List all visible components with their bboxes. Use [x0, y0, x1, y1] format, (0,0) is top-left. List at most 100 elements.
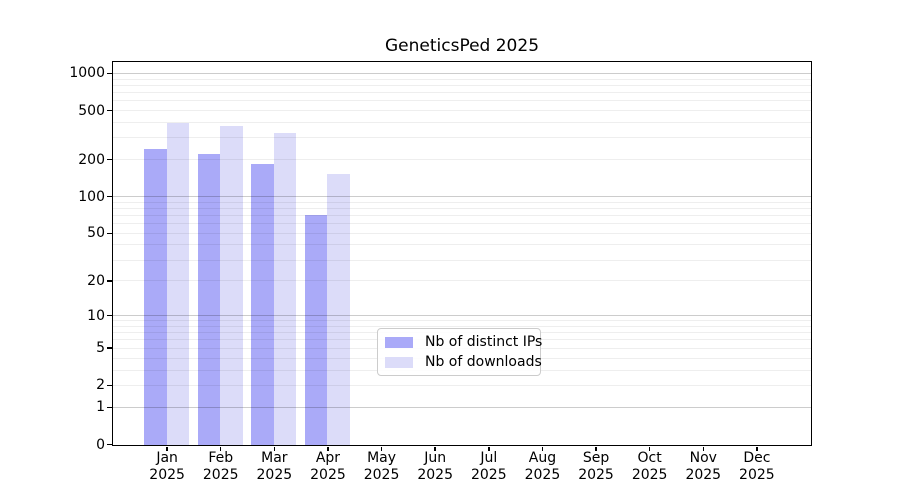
x-tick-label: Jul 2025 [449, 450, 529, 484]
y-tick-label: 100 [78, 188, 105, 205]
bar-distinct-ips [251, 163, 274, 445]
y-tick-label: 20 [87, 272, 105, 289]
y-tick-mark [107, 347, 112, 349]
legend-label-distinct-ips: Nb of distinct IPs [425, 334, 543, 350]
y-tick-label: 1 [96, 399, 105, 416]
y-gridline-minor [113, 137, 811, 139]
x-tick-month: Aug [528, 450, 557, 466]
x-tick-year: 2025 [739, 467, 775, 483]
x-tick-label: Apr 2025 [288, 450, 368, 484]
x-tick-month: Feb [208, 450, 234, 466]
x-tick-label: May 2025 [342, 450, 422, 484]
bar-downloads [220, 126, 243, 445]
y-tick-label: 5 [96, 340, 105, 357]
x-tick-month: Jan [156, 450, 178, 466]
x-tick-label: Jun 2025 [395, 450, 475, 484]
y-gridline-minor [113, 259, 811, 261]
x-tick-mark [273, 446, 276, 451]
y-tick-mark [107, 384, 112, 387]
x-tick-year: 2025 [149, 467, 185, 483]
x-tick-year: 2025 [524, 467, 561, 483]
y-tick-label: 2 [96, 377, 105, 394]
x-tick-year: 2025 [685, 467, 722, 483]
y-gridline-minor [113, 325, 811, 327]
y-gridline-minor [113, 232, 811, 234]
legend-swatch-downloads [385, 356, 413, 368]
x-tick-label: Sep 2025 [556, 450, 636, 484]
x-tick-mark [434, 446, 436, 451]
y-gridline-minor [113, 215, 811, 216]
y-gridline-minor [113, 100, 811, 102]
x-tick-mark [595, 446, 597, 451]
x-tick-year: 2025 [470, 467, 507, 483]
y-tick-mark [107, 443, 112, 446]
y-tick-label: 500 [78, 102, 105, 119]
x-tick-year: 2025 [417, 467, 453, 483]
y-tick-mark [107, 406, 112, 408]
y-tick-mark [107, 314, 112, 317]
y-tick-label: 200 [78, 151, 105, 168]
x-tick-month: Jun [424, 450, 447, 466]
x-tick-month: May [367, 450, 397, 466]
legend-item-distinct-ips: Nb of distinct IPs [385, 334, 542, 350]
y-gridline-minor [113, 280, 811, 282]
x-tick-year: 2025 [202, 467, 239, 483]
x-tick-month: Nov [689, 450, 717, 466]
y-tick-mark [107, 109, 112, 112]
x-tick-month: Dec [743, 450, 771, 466]
y-gridline-major [113, 315, 811, 317]
legend-label-downloads: Nb of downloads [425, 354, 542, 370]
x-tick-mark [541, 446, 544, 451]
y-tick-mark [107, 158, 112, 161]
x-tick-label: Mar 2025 [234, 450, 314, 484]
y-tick-mark [107, 232, 112, 235]
x-tick-mark [488, 446, 490, 451]
x-tick-mark [702, 446, 705, 451]
x-tick-year: 2025 [363, 467, 400, 483]
x-tick-mark [648, 446, 651, 451]
y-tick-label: 50 [87, 225, 105, 242]
x-tick-year: 2025 [310, 467, 346, 483]
x-tick-label: Nov 2025 [663, 450, 743, 484]
x-tick-mark [219, 446, 222, 451]
y-gridline-major [113, 406, 811, 408]
x-tick-mark [166, 446, 168, 451]
x-tick-month: Mar [261, 450, 288, 466]
bars-layer [113, 62, 811, 445]
grid-layer [113, 62, 811, 445]
y-tick-mark [107, 280, 112, 282]
x-tick-label: Jan 2025 [127, 450, 207, 484]
bar-distinct-ips [197, 154, 221, 445]
x-tick-label: Feb 2025 [181, 450, 261, 484]
y-gridline-minor [113, 84, 811, 86]
plot-area: Nb of distinct IPs Nb of downloads [112, 61, 812, 446]
y-gridline-minor [113, 121, 811, 123]
y-gridline-minor [113, 384, 811, 386]
y-gridline-minor [113, 78, 811, 80]
legend: Nb of distinct IPs Nb of downloads [377, 328, 542, 376]
x-tick-label: Oct 2025 [610, 450, 690, 484]
bar-distinct-ips [144, 149, 167, 445]
y-tick-mark [107, 72, 112, 75]
x-tick-year: 2025 [578, 467, 614, 483]
x-tick-label: Dec 2025 [717, 450, 797, 484]
legend-swatch-distinct-ips [385, 336, 413, 348]
y-gridline-minor [113, 207, 811, 209]
x-tick-mark [756, 446, 758, 451]
y-gridline-minor [113, 110, 811, 112]
x-tick-month: Oct [637, 450, 662, 466]
y-gridline-minor [113, 320, 811, 322]
y-tick-label: 0 [96, 436, 105, 453]
y-gridline-minor [113, 244, 811, 246]
y-gridline-minor [113, 91, 811, 93]
bar-distinct-ips [304, 215, 328, 445]
y-gridline-minor [113, 201, 811, 203]
y-gridline-major [113, 72, 811, 74]
x-tick-month: Sep [582, 450, 610, 466]
bar-downloads [166, 123, 190, 445]
chart-title: GeneticsPed 2025 [384, 36, 540, 56]
legend-item-downloads: Nb of downloads [385, 354, 542, 370]
x-tick-mark [327, 446, 329, 451]
y-gridline-major [113, 196, 811, 198]
